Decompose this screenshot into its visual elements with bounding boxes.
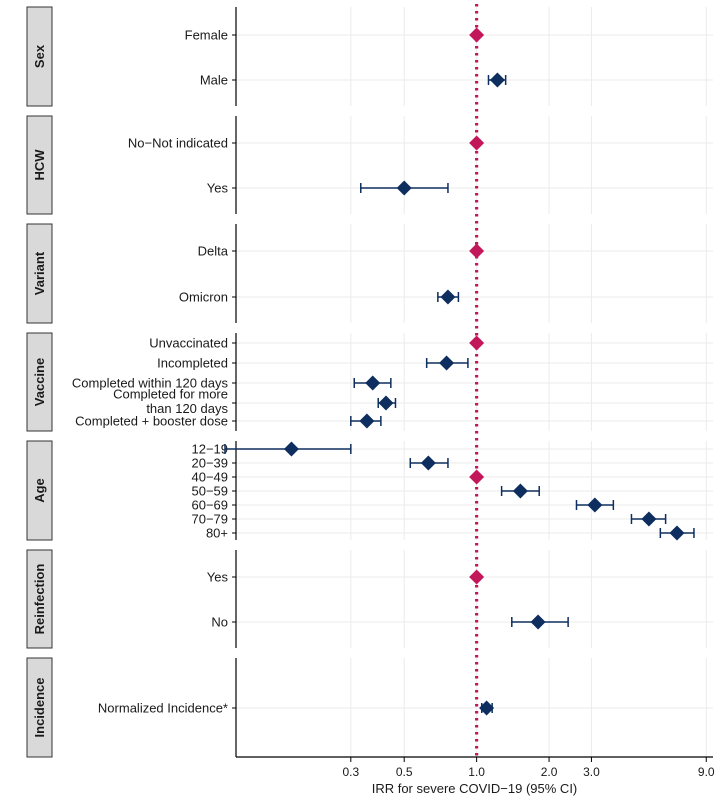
strip-label-vaccine: Vaccine (32, 358, 47, 406)
strip-label-reinfection: Reinfection (32, 564, 47, 635)
estimate-diamond-12-19 (283, 441, 299, 457)
estimate-diamond-omicron (440, 289, 456, 305)
estimate-diamond-incompleted (439, 355, 455, 371)
row-label-line: Completed for more (113, 386, 228, 401)
facet-strips: Sex HCW Variant Vaccine Age Reinfection Incide… (26, 6, 53, 758)
estimate-diamond-unvaccinated (469, 335, 485, 351)
row-label-completed-booster-dose: Completed + booster dose (75, 414, 228, 429)
strip-label-variant: Variant (32, 251, 47, 295)
row-label-completed-for-more-than-120-days: Completed for more than 120 days (113, 386, 228, 415)
row-label-yes: Yes (207, 570, 229, 585)
row-label-60-69: 60−69 (191, 498, 228, 513)
strip-age (26, 440, 53, 541)
row-label-line: than 120 days (146, 401, 228, 416)
row-label-40-49: 40−49 (191, 470, 228, 485)
row-label-unvaccinated: Unvaccinated (149, 336, 228, 351)
estimate-diamond-20-39 (420, 455, 436, 471)
estimate-diamond-40-49 (469, 469, 485, 485)
strip-reinfection (26, 549, 53, 649)
row-label-no-not-indicated: No−Not indicated (128, 136, 228, 151)
x-tick-label: 9.0 (698, 765, 715, 779)
row-label-completed-within-120-days: Completed within 120 days (72, 376, 229, 391)
row-label-incompleted: Incompleted (157, 356, 228, 371)
strip-hcw (26, 115, 53, 215)
row-label-normalized-incidence: Normalized Incidence* (98, 701, 228, 716)
estimate-diamond-completed-within-120-days (365, 375, 381, 391)
row-label-omicron: Omicron (179, 290, 228, 305)
row-label-70-79: 70−79 (191, 512, 228, 527)
x-tick-label: 2.0 (541, 765, 558, 779)
row-label-80: 80+ (206, 526, 228, 541)
estimate-diamond-50-59 (512, 483, 528, 499)
row-label-female: Female (185, 28, 228, 43)
strip-label-age: Age (32, 478, 47, 503)
estimate-diamond-no-not-indicated (469, 135, 485, 151)
x-axis: 0.3 0.5 1.0 2.0 3.0 9.0 IRR for severe COVID−1… (236, 756, 715, 796)
strip-label-hcw: HCW (32, 149, 47, 181)
estimate-diamond-completed-for-more-than-120-days (378, 395, 394, 411)
x-tick-label: 0.3 (342, 765, 359, 779)
strip-label-sex: Sex (32, 44, 47, 68)
estimate-diamond-yes (396, 180, 412, 196)
estimate-diamond-no (530, 614, 546, 630)
row-label-yes: Yes (207, 181, 229, 196)
row-label-no: No (211, 615, 228, 630)
x-axis-title: IRR for severe COVID−19 (95% CI) (372, 781, 578, 796)
grid-lines (235, 7, 713, 757)
x-tick-label: 1.0 (468, 765, 485, 779)
strip-incidence (26, 657, 53, 758)
row-label-male: Male (200, 73, 228, 88)
row-label-50-59: 50−59 (191, 484, 228, 499)
estimate-diamond-yes (469, 569, 485, 585)
estimate-diamond-completed-booster-dose (359, 413, 375, 429)
strip-vaccine (26, 332, 53, 432)
row-label-delta: Delta (198, 244, 229, 259)
estimate-diamond-female (469, 27, 485, 43)
estimate-diamond-male (489, 72, 505, 88)
estimate-diamond-70-79 (641, 511, 657, 527)
strip-sex (26, 6, 53, 107)
estimate-marks (224, 27, 695, 716)
row-label-12-19: 12−19 (191, 442, 228, 457)
row-label-20-39: 20−39 (191, 456, 228, 471)
x-tick-label: 0.5 (396, 765, 413, 779)
x-tick-label: 3.0 (583, 765, 600, 779)
strip-label-incidence: Incidence (32, 678, 47, 738)
strip-variant (26, 223, 53, 324)
estimate-diamond-60-69 (587, 497, 603, 513)
estimate-diamond-80 (669, 525, 685, 541)
row-labels: Female Male No−Not indicated Yes Delta Omicro… (72, 28, 236, 716)
estimate-diamond-normalized-incidence (479, 700, 495, 716)
